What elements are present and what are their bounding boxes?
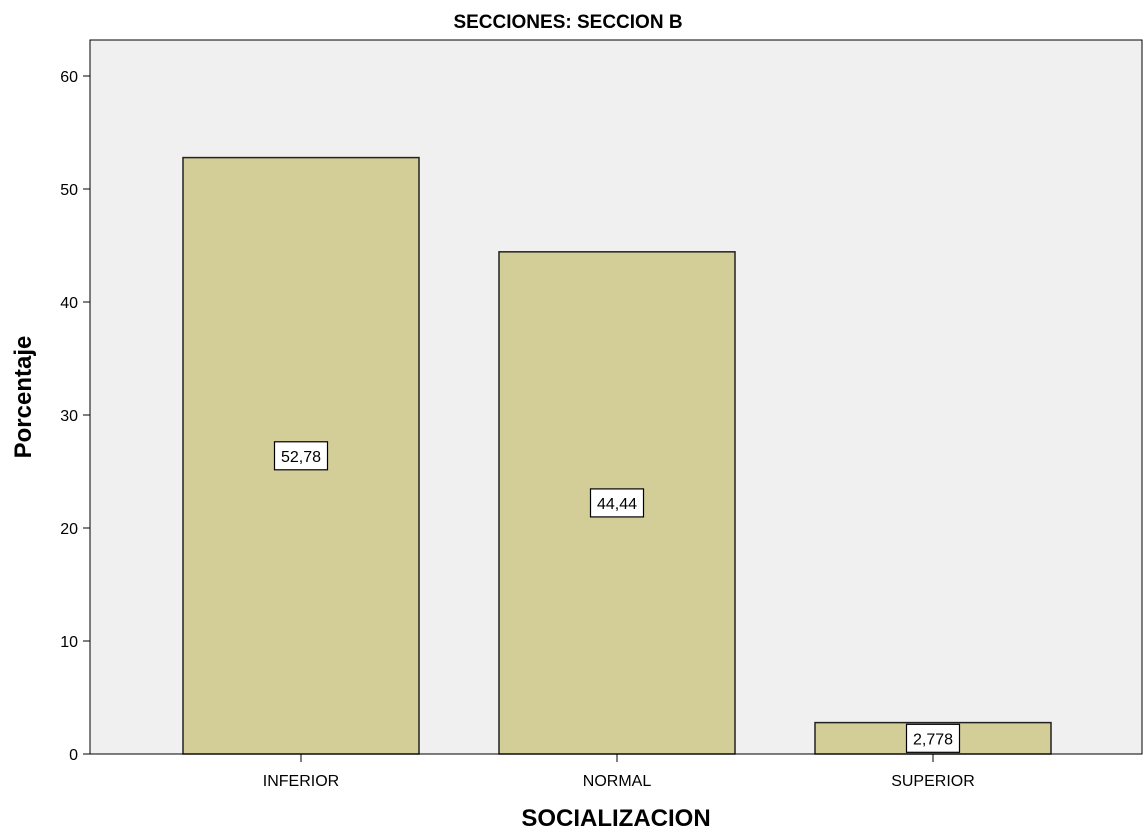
data-label-text: 52,78 [281, 449, 321, 466]
x-axis: INFERIOR NORMAL SUPERIOR [90, 754, 1142, 790]
data-label: 44,44 [591, 489, 644, 517]
y-tick-label: 20 [60, 521, 78, 538]
y-axis-title: Porcentaje [10, 336, 37, 459]
x-tick-label: NORMAL [583, 773, 652, 790]
y-tick-label: 40 [60, 295, 78, 312]
chart-title: SECCIONES: SECCION B [453, 12, 682, 33]
y-axis: 0 10 20 30 40 50 60 [60, 40, 90, 764]
y-tick-label: 60 [60, 69, 78, 86]
x-tick-label: SUPERIOR [891, 773, 975, 790]
data-label: 52,78 [275, 442, 328, 470]
data-label-text: 44,44 [597, 496, 637, 513]
data-label: 2,778 [907, 724, 960, 752]
y-tick-label: 0 [69, 747, 78, 764]
data-label-text: 2,778 [913, 731, 953, 748]
y-tick-label: 30 [60, 408, 78, 425]
y-tick-label: 10 [60, 634, 78, 651]
y-tick-label: 50 [60, 182, 78, 199]
x-tick-label: INFERIOR [263, 773, 339, 790]
x-axis-title: SOCIALIZACION [521, 805, 710, 832]
